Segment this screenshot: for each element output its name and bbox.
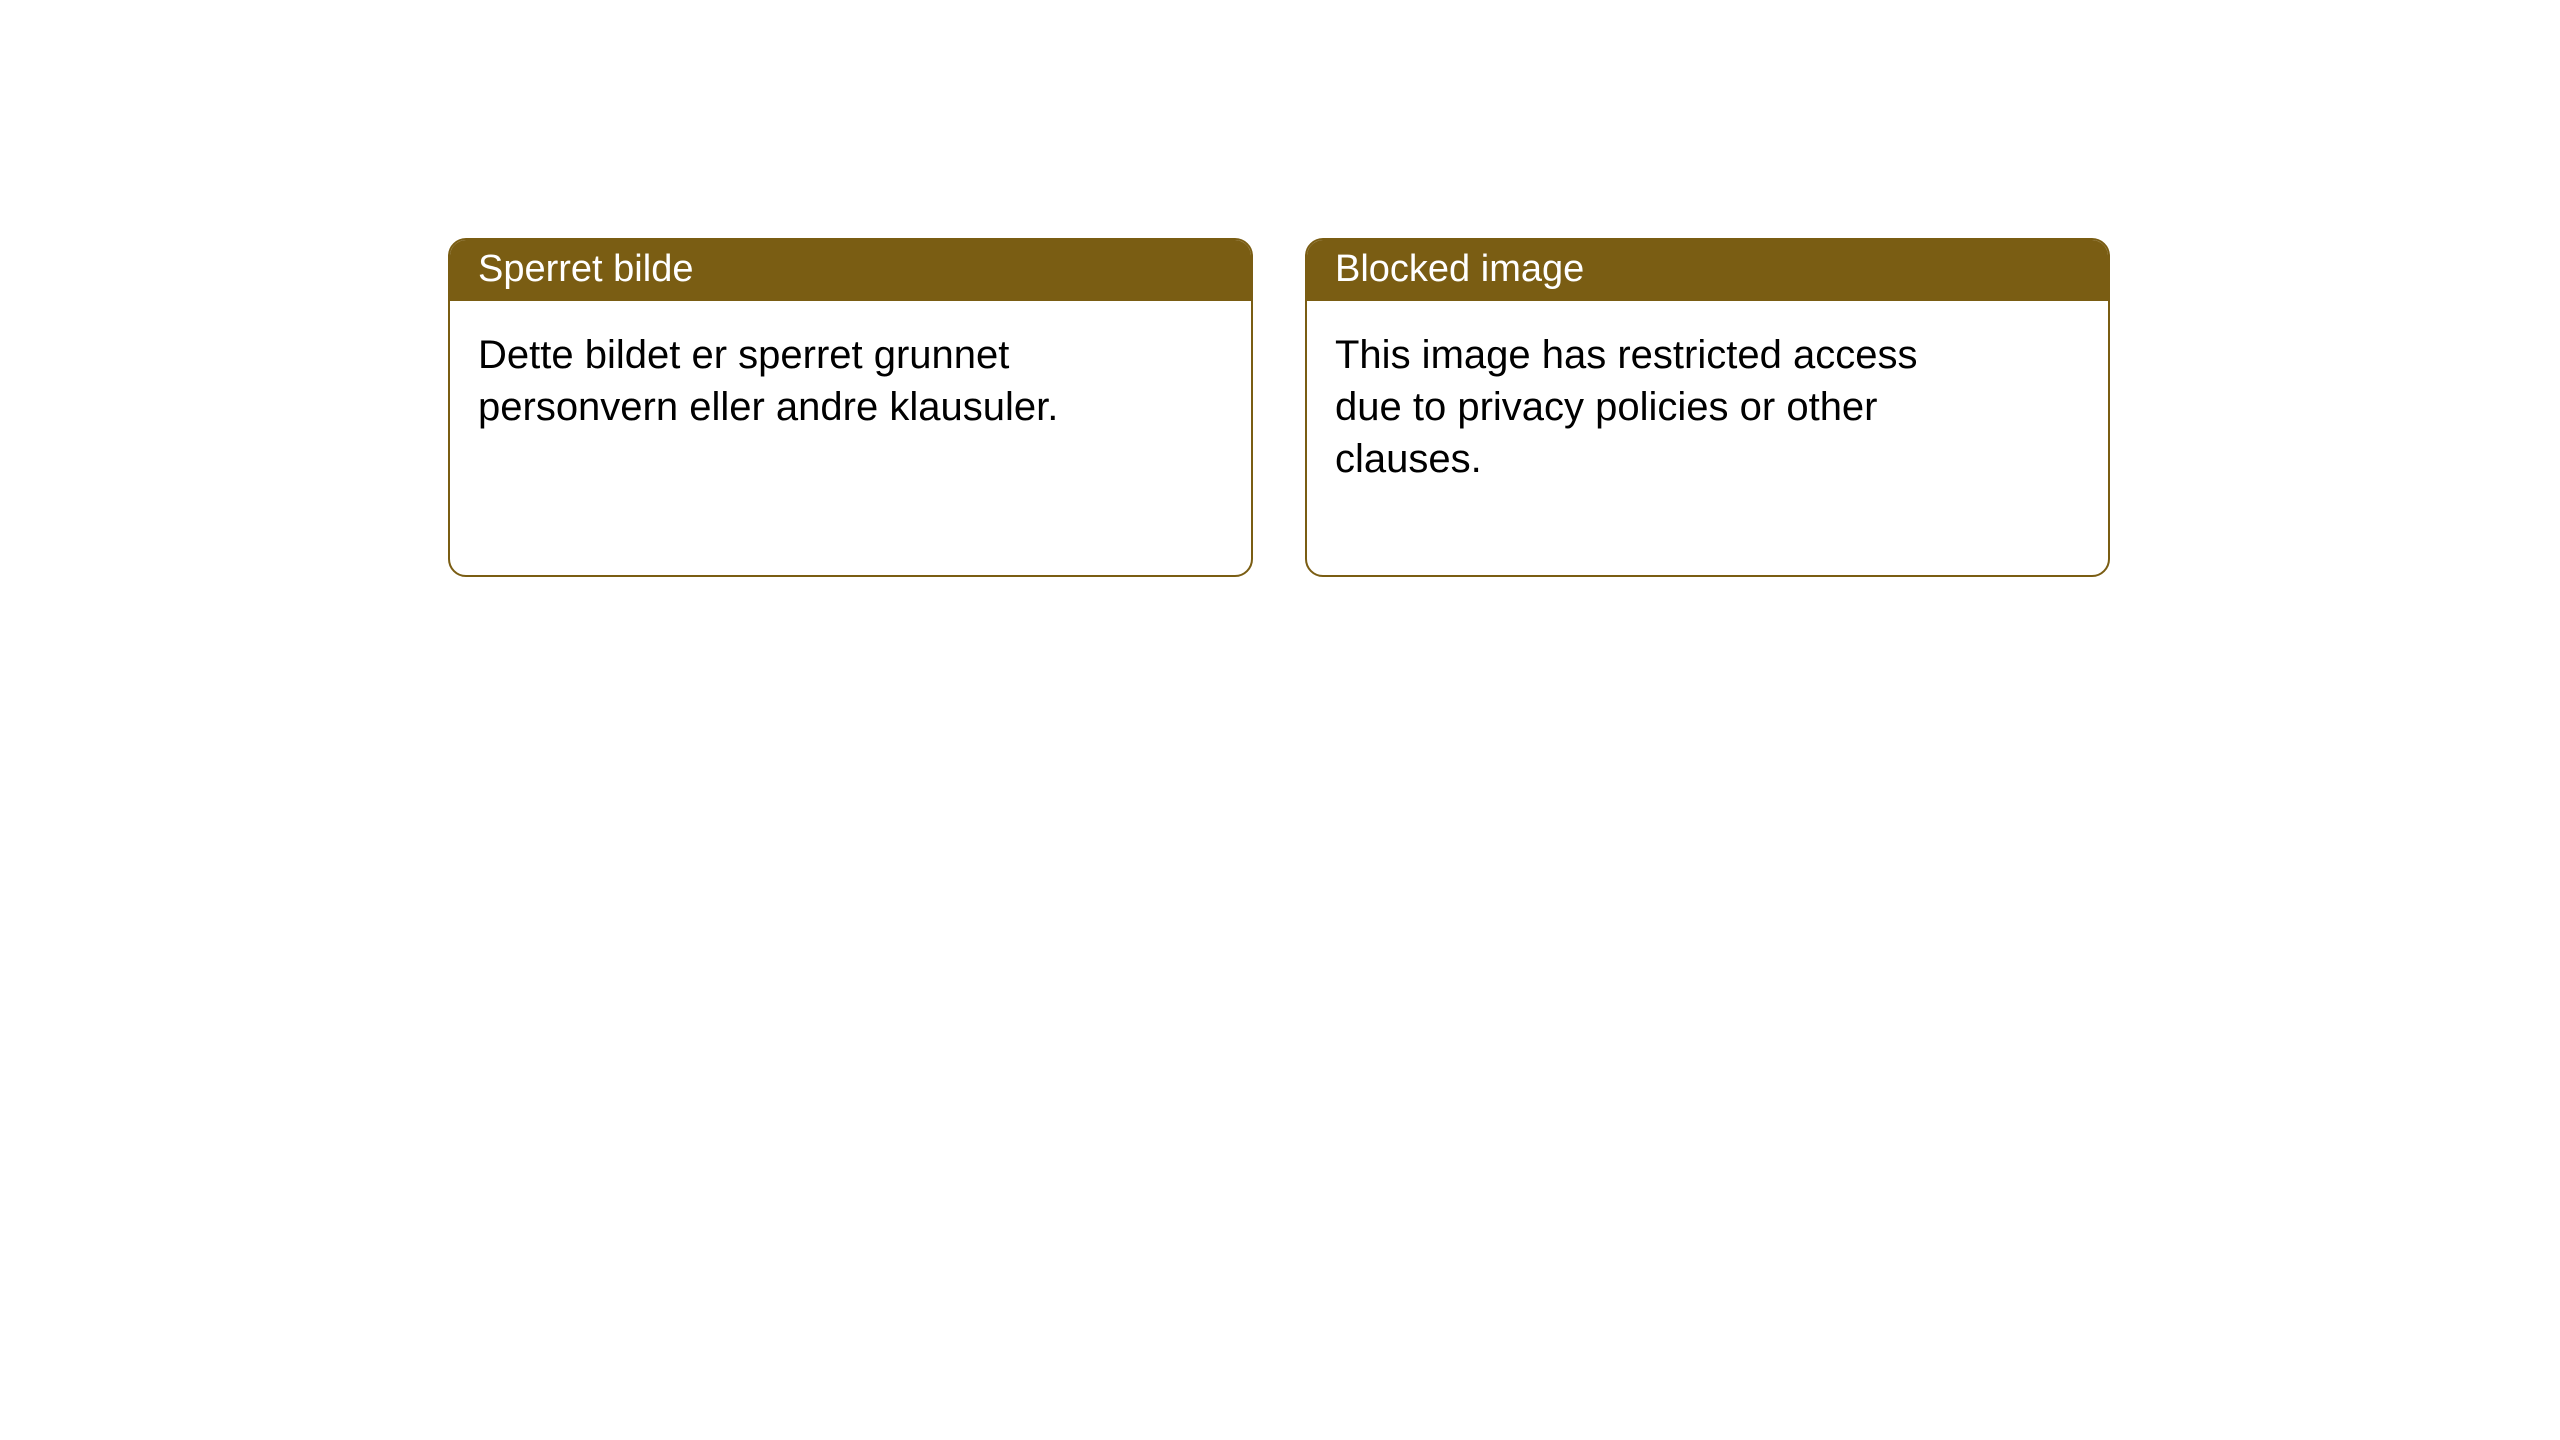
notice-container: Sperret bilde Dette bildet er sperret gr… [0, 0, 2560, 577]
notice-title: Sperret bilde [478, 248, 693, 290]
notice-card-english: Blocked image This image has restricted … [1305, 238, 2110, 577]
notice-card-norwegian: Sperret bilde Dette bildet er sperret gr… [448, 238, 1253, 577]
notice-header: Blocked image [1307, 240, 2108, 301]
notice-header: Sperret bilde [450, 240, 1251, 301]
notice-body: This image has restricted access due to … [1307, 301, 2007, 575]
notice-body: Dette bildet er sperret grunnet personve… [450, 301, 1150, 523]
notice-title: Blocked image [1335, 248, 1584, 290]
notice-message: Dette bildet er sperret grunnet personve… [478, 333, 1058, 429]
notice-message: This image has restricted access due to … [1335, 333, 1917, 481]
